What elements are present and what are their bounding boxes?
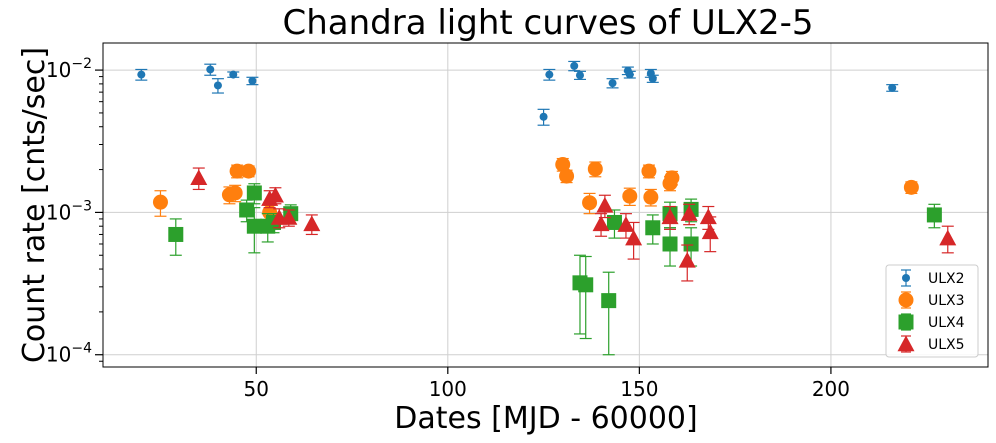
ulx2-point [539,112,548,121]
ulx3-point [643,189,659,205]
ulx3-point [227,185,243,201]
ulx3-point [622,188,638,204]
grid-lines [103,43,988,367]
legend-marker-ulx2 [902,274,910,282]
ulx5-point [592,215,610,232]
ulx3-point [903,179,919,195]
ulx5-point [617,216,635,232]
x-tick-label: 100 [429,377,467,401]
ulx5-point [661,208,679,225]
ulx5-point [303,215,321,232]
ulx5-point [266,186,284,203]
ulx3-point [664,170,680,186]
ulx2-point [625,70,634,79]
y-tick-label: 10−2 [46,56,92,82]
ulx2-point [608,79,617,88]
ulx4-point [683,236,699,252]
ulx2-point [213,81,222,90]
ulx5-point [596,196,614,213]
ulx4-point [926,207,942,223]
ulx3-point [587,161,603,177]
legend-label-ulx4: ULX4 [928,315,965,331]
ulx2-point [570,61,579,70]
plot-frame [102,42,989,368]
x-tick-label: 200 [812,377,850,401]
y-axis-label: Count rate [cnts/sec] [17,47,52,363]
ulx3-point [229,163,245,179]
ulx2-point [206,65,215,74]
ulx4-point [662,236,678,252]
ulx4-point [246,185,262,201]
ulx2-point [575,71,584,80]
legend-label-ulx2: ULX2 [928,271,965,287]
ulx5-point [939,229,957,246]
ulx5-point [280,209,298,225]
legend-marker-ulx3 [898,292,914,308]
legend-box [885,264,979,358]
chart-title: Chandra light curves of ULX2-5 [282,3,813,43]
ulx5-point [678,251,696,268]
ulx4-point [645,220,661,236]
legend-marker-ulx4 [898,314,914,330]
x-axis-label: Dates [MJD - 60000] [394,401,697,436]
ulx3-point [582,195,598,211]
legend: ULX2 ULX3 ULX4 ULX5 [885,264,979,358]
ulx4-point [246,218,262,234]
axis-layer: 50 100 150 200 10−2 10−3 10−4 [46,56,850,401]
ulx3-point [641,163,657,179]
ulx3-point [555,157,571,173]
ulx5-point [701,223,719,240]
y-tick-label: 10−3 [46,198,92,224]
legend-marker-ulx5 [897,335,915,352]
ulx4-point [168,226,184,242]
ulx4-point [606,214,622,230]
ulx2-point [248,76,257,85]
ulx3-point [241,163,257,179]
ulx5-point [625,229,643,246]
ulx4-point [601,293,617,309]
ulx2-point [229,70,238,79]
ulx5-point [680,205,698,221]
legend-label-ulx5: ULX5 [928,337,965,353]
ulx5-point [699,208,717,225]
ulx4-point [578,277,594,293]
ulx2-point [648,74,657,83]
ulx4-point [239,202,255,218]
ulx5-point [190,169,208,186]
data-layer [135,60,957,356]
ulx2-point [545,70,554,79]
ulx3-point [559,168,575,184]
ulx3-point [152,194,168,210]
x-tick-label: 150 [620,377,658,401]
legend-label-ulx3: ULX3 [928,293,965,309]
x-tick-label: 50 [244,377,269,401]
ulx2-point [888,83,897,92]
y-tick-label: 10−4 [46,341,92,367]
ulx2-point [137,70,146,79]
